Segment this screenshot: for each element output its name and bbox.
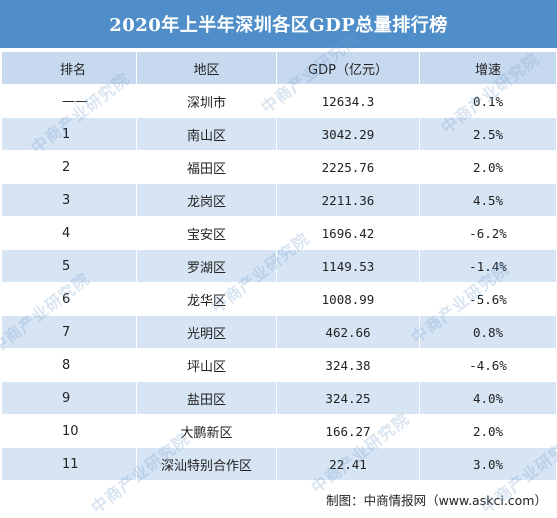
rank-cell: 6 (1, 282, 137, 316)
rank-cell: 9 (1, 381, 137, 415)
header-gdp: GDP（亿元） (276, 51, 420, 85)
district-cell: 龙岗区 (136, 183, 277, 217)
rank-cell: 2 (1, 150, 137, 184)
growth-cell: 0.1% (419, 84, 557, 118)
gdp-cell: 324.25 (276, 381, 420, 415)
table-row: 10 大鹏新区 166.27 2.0% (1, 414, 557, 448)
gdp-cell: 462.66 (276, 315, 420, 349)
district-cell: 罗湖区 (136, 249, 277, 283)
growth-cell: -1.4% (419, 249, 557, 283)
rank-cell: 11 (1, 447, 137, 481)
table-row: 2 福田区 2225.76 2.0% (1, 150, 557, 184)
rank-cell: 7 (1, 315, 137, 349)
source-credit: 制图：中商情报网（www.askci.com） (326, 493, 547, 508)
district-cell: 盐田区 (136, 381, 277, 415)
table-row: 7 光明区 462.66 0.8% (1, 315, 557, 349)
gdp-cell: 324.38 (276, 348, 420, 382)
gdp-cell: 166.27 (276, 414, 420, 448)
table-header-row: 排名 地区 GDP（亿元） 增速 (1, 51, 557, 85)
rank-cell: —— (1, 84, 137, 118)
growth-cell: 0.8% (419, 315, 557, 349)
gdp-cell: 1149.53 (276, 249, 420, 283)
table-row: 8 坪山区 324.38 -4.6% (1, 348, 557, 382)
rank-cell: 8 (1, 348, 137, 382)
rank-cell: 5 (1, 249, 137, 283)
gdp-cell: 1008.99 (276, 282, 420, 316)
table-row: 3 龙岗区 2211.36 4.5% (1, 183, 557, 217)
growth-cell: 4.0% (419, 381, 557, 415)
growth-cell: -4.6% (419, 348, 557, 382)
header-growth: 增速 (419, 51, 557, 85)
gdp-cell: 2211.36 (276, 183, 420, 217)
table-row: 6 龙华区 1008.99 -5.6% (1, 282, 557, 316)
district-cell: 福田区 (136, 150, 277, 184)
district-cell: 大鹏新区 (136, 414, 277, 448)
header-rank: 排名 (1, 51, 137, 85)
district-cell: 宝安区 (136, 216, 277, 250)
growth-cell: 4.5% (419, 183, 557, 217)
table-row: —— 深圳市 12634.3 0.1% (1, 84, 557, 118)
gdp-cell: 12634.3 (276, 84, 420, 118)
table-row: 1 南山区 3042.29 2.5% (1, 117, 557, 151)
gdp-cell: 22.41 (276, 447, 420, 481)
table-row: 9 盐田区 324.25 4.0% (1, 381, 557, 415)
growth-cell: 2.0% (419, 150, 557, 184)
growth-cell: -6.2% (419, 216, 557, 250)
table-row: 5 罗湖区 1149.53 -1.4% (1, 249, 557, 283)
rank-cell: 10 (1, 414, 137, 448)
growth-cell: -5.6% (419, 282, 557, 316)
rank-cell: 3 (1, 183, 137, 217)
district-cell: 南山区 (136, 117, 277, 151)
gdp-ranking-table: 排名 地区 GDP（亿元） 增速 —— 深圳市 12634.3 0.1% 1 南山区 304… (1, 51, 557, 481)
rank-cell: 4 (1, 216, 137, 250)
district-cell: 深圳市 (136, 84, 277, 118)
page-title: 2020年上半年深圳各区GDP总量排行榜 (0, 0, 557, 48)
gdp-cell: 1696.42 (276, 216, 420, 250)
growth-cell: 2.5% (419, 117, 557, 151)
rank-cell: 1 (1, 117, 137, 151)
district-cell: 深汕特别合作区 (136, 447, 277, 481)
district-cell: 光明区 (136, 315, 277, 349)
header-district: 地区 (136, 51, 277, 85)
table-row: 11 深汕特别合作区 22.41 3.0% (1, 447, 557, 481)
growth-cell: 2.0% (419, 414, 557, 448)
district-cell: 龙华区 (136, 282, 277, 316)
footer: 制图：中商情报网（www.askci.com） (0, 483, 557, 515)
gdp-cell: 2225.76 (276, 150, 420, 184)
growth-cell: 3.0% (419, 447, 557, 481)
district-cell: 坪山区 (136, 348, 277, 382)
table-row: 4 宝安区 1696.42 -6.2% (1, 216, 557, 250)
gdp-cell: 3042.29 (276, 117, 420, 151)
